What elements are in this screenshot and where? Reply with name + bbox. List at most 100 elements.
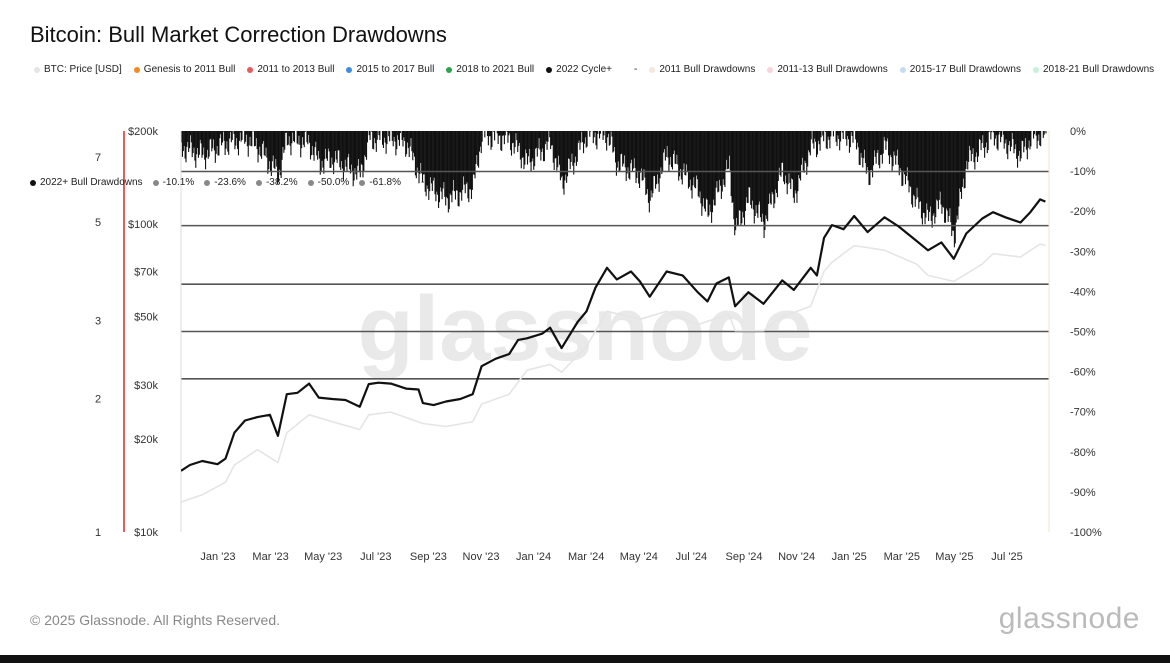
drawdown-bar — [934, 131, 936, 224]
drawdown-bar — [1021, 131, 1023, 141]
drawdown-bar — [392, 131, 394, 147]
drawdown-bar — [263, 131, 265, 156]
drawdown-bar — [213, 131, 215, 140]
drawdown-bar — [881, 131, 883, 164]
legend-item[interactable]: -38.2% — [255, 177, 298, 188]
drawdown-bar — [195, 131, 197, 168]
drawdown-bar — [203, 131, 205, 148]
legend-item[interactable]: -50.0% — [307, 177, 349, 188]
drawdown-bar — [302, 131, 304, 145]
drawdown-bar — [1019, 131, 1021, 162]
drawdown-bar — [767, 131, 769, 222]
drawdown-bar — [348, 131, 350, 154]
drawdown-bar — [992, 131, 995, 133]
drawdown-bar — [778, 131, 780, 168]
drawdown-bar — [206, 131, 208, 150]
drawdown-bar — [689, 131, 691, 180]
drawdown-bar — [954, 131, 956, 244]
legend-item[interactable]: Genesis to 2011 Bull — [133, 64, 235, 75]
drawdown-bar — [1033, 131, 1035, 135]
drawdown-bar — [194, 131, 196, 161]
drawdown-bar — [476, 131, 478, 156]
drawdown-bar — [627, 131, 629, 168]
drawdown-bar — [576, 131, 578, 162]
drawdown-bar — [281, 131, 283, 160]
drawdown-bar — [229, 131, 232, 133]
drawdown-bar — [939, 131, 941, 192]
drawdown-bar — [519, 131, 521, 160]
drawdown-bar — [976, 131, 978, 153]
drawdown-bar — [248, 131, 250, 146]
legend-item[interactable]: 2015 to 2017 Bull — [346, 64, 434, 75]
drawdown-bar — [257, 131, 259, 163]
legend-item[interactable]: 2011 to 2013 Bull — [247, 64, 334, 75]
drawdown-bar — [952, 131, 955, 231]
drawdown-bar — [310, 131, 312, 156]
drawdown-bar — [210, 131, 212, 139]
drawdown-bar — [784, 131, 786, 176]
drawdown-bar — [451, 131, 453, 203]
drawdown-bar — [806, 131, 808, 175]
drawdown-tick-label: -60% — [1070, 367, 1096, 379]
drawdown-bar — [1018, 131, 1020, 151]
legend-dot-icon — [346, 66, 353, 73]
drawdown-bar — [836, 131, 838, 147]
legend-item[interactable]: -61.8% — [359, 177, 401, 188]
drawdown-bar — [219, 131, 221, 139]
legend-label: 2018 to 2021 Bull — [456, 64, 535, 75]
drawdown-bar — [1043, 131, 1045, 135]
drawdown-bar — [746, 131, 748, 203]
drawdown-bar — [472, 131, 474, 175]
drawdown-bar — [783, 131, 786, 185]
legend-item[interactable]: 2018 to 2021 Bull — [446, 64, 534, 75]
bottom-bar — [0, 655, 1170, 663]
drawdown-bar — [455, 131, 457, 191]
drawdown-bar — [754, 131, 756, 216]
drawdown-bar — [222, 131, 224, 132]
legend-item[interactable]: 2011-13 Bull Drawdowns — [767, 64, 888, 75]
drawdown-bar — [987, 131, 989, 151]
drawdown-bar — [237, 131, 239, 149]
drawdown-bar — [870, 131, 872, 171]
x-tick-label: Mar '23 — [252, 551, 288, 563]
drawdown-bar — [603, 131, 605, 136]
drawdown-bar — [416, 131, 418, 168]
legend-item[interactable]: 2011 Bull Drawdowns — [649, 64, 755, 75]
drawdown-bar — [510, 131, 513, 156]
drawdown-bar — [809, 131, 811, 156]
legend-item[interactable]: 2022 Cycle+ — [546, 64, 612, 75]
drawdown-bar — [791, 131, 793, 179]
drawdown-bar — [293, 131, 295, 142]
drawdown-bar — [253, 131, 256, 147]
drawdown-bar — [378, 131, 380, 136]
drawdown-bar — [862, 131, 864, 168]
x-tick-label: May '24 — [620, 551, 658, 563]
drawdown-bar — [440, 131, 442, 192]
drawdown-bar — [967, 131, 969, 170]
drawdown-bar — [568, 131, 570, 160]
drawdown-bar — [234, 131, 236, 150]
drawdown-bar — [585, 131, 587, 148]
legend-item[interactable]: 2015-17 Bull Drawdowns — [899, 64, 1021, 75]
legend-item[interactable]: - — [624, 64, 637, 75]
drawdown-bar — [822, 131, 824, 136]
legend-item[interactable]: -10.1% — [152, 177, 194, 188]
drawdown-bar — [284, 131, 286, 150]
drawdown-bar — [1011, 131, 1013, 133]
drawdown-bar — [425, 131, 427, 197]
legend-item[interactable]: BTC: Price [USD] — [34, 64, 122, 75]
drawdown-bar — [995, 131, 997, 136]
legend-item[interactable]: 2018-21 Bull Drawdowns — [1032, 64, 1154, 75]
drawdown-bar — [559, 131, 561, 181]
drawdown-bar — [545, 131, 547, 142]
drawdown-bar — [838, 131, 840, 140]
drawdown-bar — [943, 131, 945, 208]
legend-item[interactable]: -23.6% — [204, 177, 246, 188]
drawdown-bar — [961, 131, 963, 187]
legend-item[interactable]: 2022+ Bull Drawdowns — [30, 177, 143, 188]
drawdown-bar — [904, 131, 907, 185]
drawdown-bar — [337, 131, 339, 151]
drawdown-bar — [1042, 131, 1044, 138]
legend-item[interactable]: - — [411, 177, 424, 188]
drawdown-tick-label: -40% — [1070, 286, 1096, 298]
